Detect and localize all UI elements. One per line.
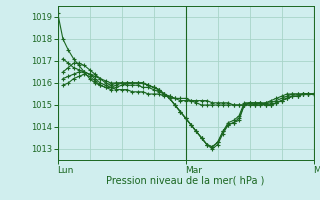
X-axis label: Pression niveau de la mer( hPa ): Pression niveau de la mer( hPa )	[107, 176, 265, 186]
